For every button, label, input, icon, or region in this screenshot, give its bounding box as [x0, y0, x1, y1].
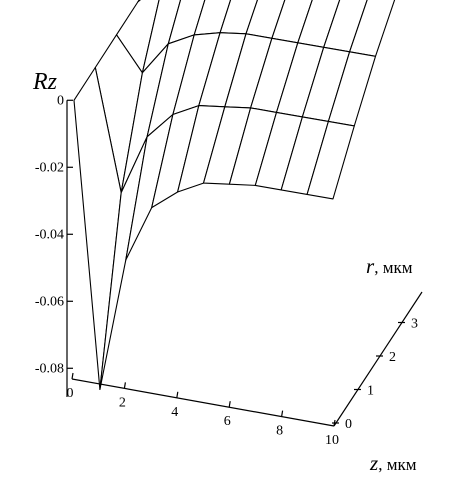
rz-tick-label: -0.06 — [35, 294, 64, 309]
x-axis-title: z, мкм — [369, 451, 417, 475]
surface-mesh — [73, 0, 396, 391]
rz-tick-label: -0.04 — [35, 227, 64, 242]
z-axis-tick — [281, 410, 284, 417]
z-tick-label: 10 — [325, 433, 339, 448]
rz-tick-label: 0 — [57, 93, 64, 108]
rz-tick-label: -0.08 — [35, 361, 64, 376]
x-axis-title-unit: , мкм — [378, 455, 417, 474]
r-axis-line — [333, 291, 423, 427]
y-axis-title-unit: , мкм — [374, 258, 413, 277]
z-tick-label: 8 — [276, 424, 283, 439]
z-tick-label: 6 — [224, 414, 231, 429]
surface-cell — [306, 120, 355, 200]
rz-tick-label: -0.02 — [35, 160, 64, 175]
z-tick-label: 2 — [119, 395, 126, 410]
y-axis-title: r, мкм — [366, 254, 413, 278]
r-tick-label: 3 — [411, 317, 418, 332]
z-axis-tick — [176, 391, 179, 398]
z-axis-line — [71, 378, 335, 427]
z-axis-title: Rz — [32, 69, 58, 95]
r-tick-label: 2 — [389, 350, 396, 365]
z-axis-tick — [228, 401, 231, 408]
z-tick-label: 4 — [171, 405, 178, 420]
r-tick-label: 1 — [367, 384, 374, 399]
y-axis-title-var: r — [366, 254, 375, 278]
z-tick-label: 0 — [67, 386, 74, 401]
z-axis-tick — [123, 382, 126, 389]
r-tick-label: 0 — [345, 417, 352, 432]
x-axis-title-var: z — [369, 451, 378, 475]
z-axis-tick — [71, 372, 74, 380]
